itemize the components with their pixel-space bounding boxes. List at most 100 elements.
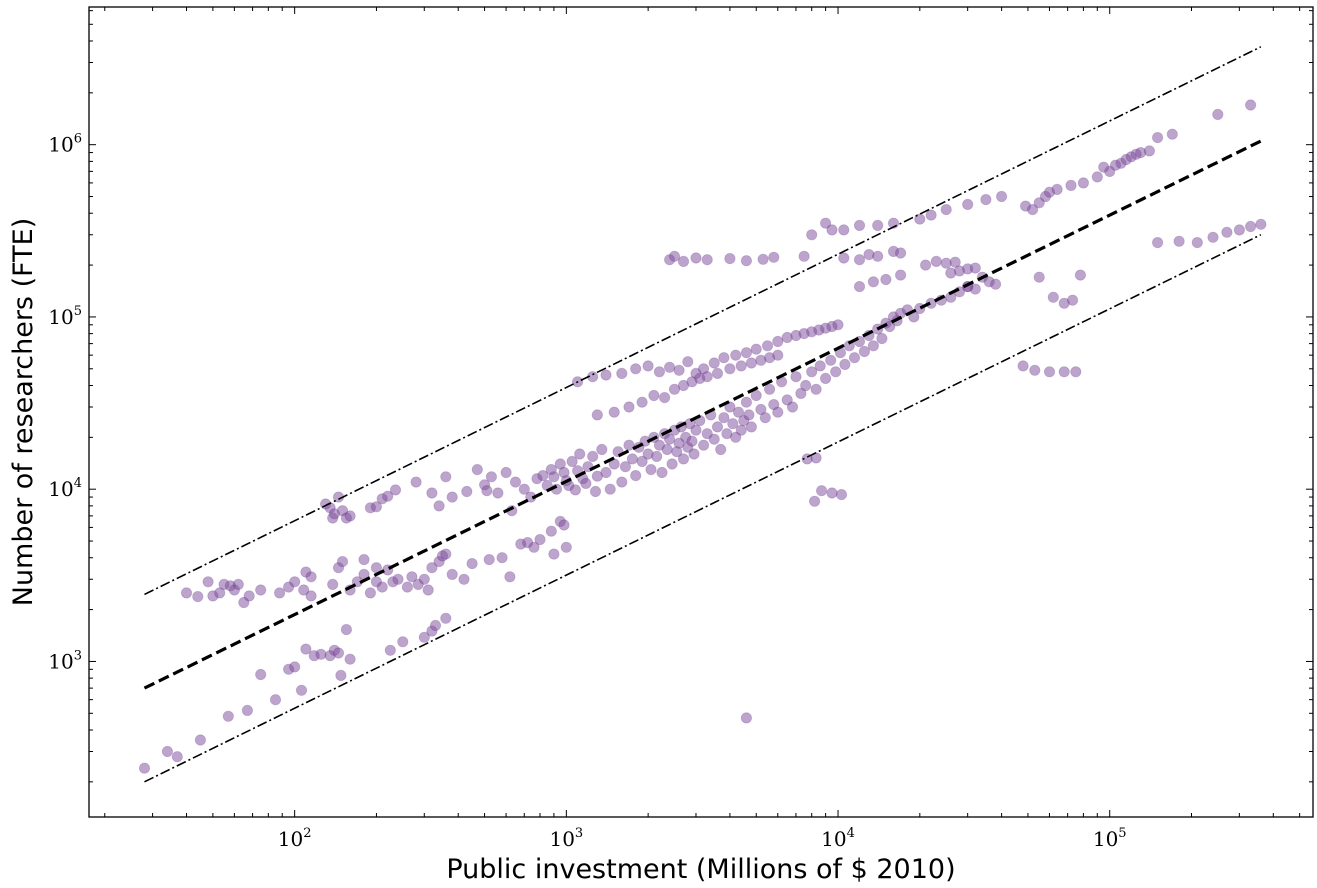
data-point xyxy=(880,273,892,286)
data-point xyxy=(815,485,828,497)
data-point xyxy=(772,349,784,361)
data-point xyxy=(750,343,762,355)
data-point xyxy=(1017,360,1029,372)
data-point xyxy=(930,255,942,267)
data-point xyxy=(750,389,762,402)
data-point xyxy=(604,483,616,495)
data-point xyxy=(289,576,301,588)
data-point xyxy=(560,541,572,553)
data-point xyxy=(418,573,430,585)
y-tick-label: 103 xyxy=(48,648,82,673)
data-point xyxy=(548,471,560,483)
data-point xyxy=(690,252,702,264)
data-point xyxy=(867,276,880,288)
data-point xyxy=(384,644,396,656)
data-point xyxy=(806,366,818,378)
data-point xyxy=(743,409,755,421)
data-point xyxy=(795,387,807,399)
data-point xyxy=(332,647,345,659)
y-axis-title: Number of researchers (FTE) xyxy=(8,218,39,607)
data-point xyxy=(724,363,736,375)
data-point xyxy=(740,712,753,724)
data-point xyxy=(596,443,608,456)
data-point xyxy=(376,581,388,593)
data-point xyxy=(1065,179,1077,191)
data-point xyxy=(663,433,676,445)
data-point xyxy=(810,383,822,395)
data-point xyxy=(1091,171,1103,183)
data-point xyxy=(397,636,409,648)
data-point xyxy=(232,578,244,591)
data-point xyxy=(757,253,769,265)
data-point xyxy=(1077,177,1090,189)
data-point xyxy=(919,259,932,271)
data-point xyxy=(718,352,730,364)
data-point xyxy=(763,383,776,395)
x-tick-label: 102 xyxy=(278,826,312,851)
data-point xyxy=(255,584,267,596)
data-point xyxy=(295,684,308,696)
axis-ticks xyxy=(89,7,1313,817)
data-point xyxy=(518,483,530,495)
data-point xyxy=(701,428,713,440)
data-point xyxy=(853,280,866,293)
data-point xyxy=(673,364,685,376)
data-point xyxy=(461,485,473,498)
data-point xyxy=(1207,231,1219,243)
data-point xyxy=(686,435,698,447)
data-point xyxy=(648,389,660,402)
data-point xyxy=(1245,99,1257,111)
data-point xyxy=(658,391,671,404)
data-point xyxy=(835,488,848,501)
data-point xyxy=(711,367,724,379)
data-point xyxy=(616,367,628,379)
fit-line xyxy=(143,139,1262,690)
data-point xyxy=(1074,269,1087,281)
data-point xyxy=(1051,183,1063,195)
data-point xyxy=(580,477,592,489)
data-point xyxy=(626,453,639,465)
data-point xyxy=(768,251,780,263)
reference-lines xyxy=(143,46,1262,783)
data-point xyxy=(688,448,700,460)
data-point xyxy=(872,219,884,231)
data-point xyxy=(483,553,495,566)
data-point xyxy=(433,500,445,512)
data-point xyxy=(1047,291,1059,303)
data-point xyxy=(305,571,317,583)
y-tick-label: 105 xyxy=(48,304,82,329)
data-point xyxy=(636,396,648,408)
data-point xyxy=(925,297,937,309)
data-point xyxy=(440,548,452,560)
data-point xyxy=(940,204,952,216)
data-point xyxy=(830,366,842,378)
data-point xyxy=(1058,366,1070,378)
data-point xyxy=(800,379,812,392)
data-point xyxy=(630,363,642,375)
data-point xyxy=(730,349,742,361)
data-point xyxy=(1173,235,1185,247)
data-point xyxy=(410,476,422,488)
data-point xyxy=(401,581,413,593)
data-point xyxy=(656,466,668,479)
data-point xyxy=(772,406,784,418)
data-point xyxy=(289,661,301,673)
data-point xyxy=(786,401,799,413)
data-point xyxy=(569,484,582,496)
data-point xyxy=(848,352,861,364)
y-tick-label: 106 xyxy=(48,132,82,157)
data-point xyxy=(1166,128,1178,140)
data-point xyxy=(574,448,586,460)
data-point xyxy=(759,412,771,424)
data-point xyxy=(1109,159,1122,171)
y-tick-label: 104 xyxy=(48,476,82,501)
data-point xyxy=(458,573,470,585)
x-tick-label: 105 xyxy=(1093,826,1127,851)
x-tick-label: 103 xyxy=(549,826,583,851)
data-point xyxy=(623,401,635,413)
data-point xyxy=(1070,366,1082,378)
data-point xyxy=(619,461,632,473)
data-point xyxy=(194,734,206,746)
data-point xyxy=(708,433,720,445)
